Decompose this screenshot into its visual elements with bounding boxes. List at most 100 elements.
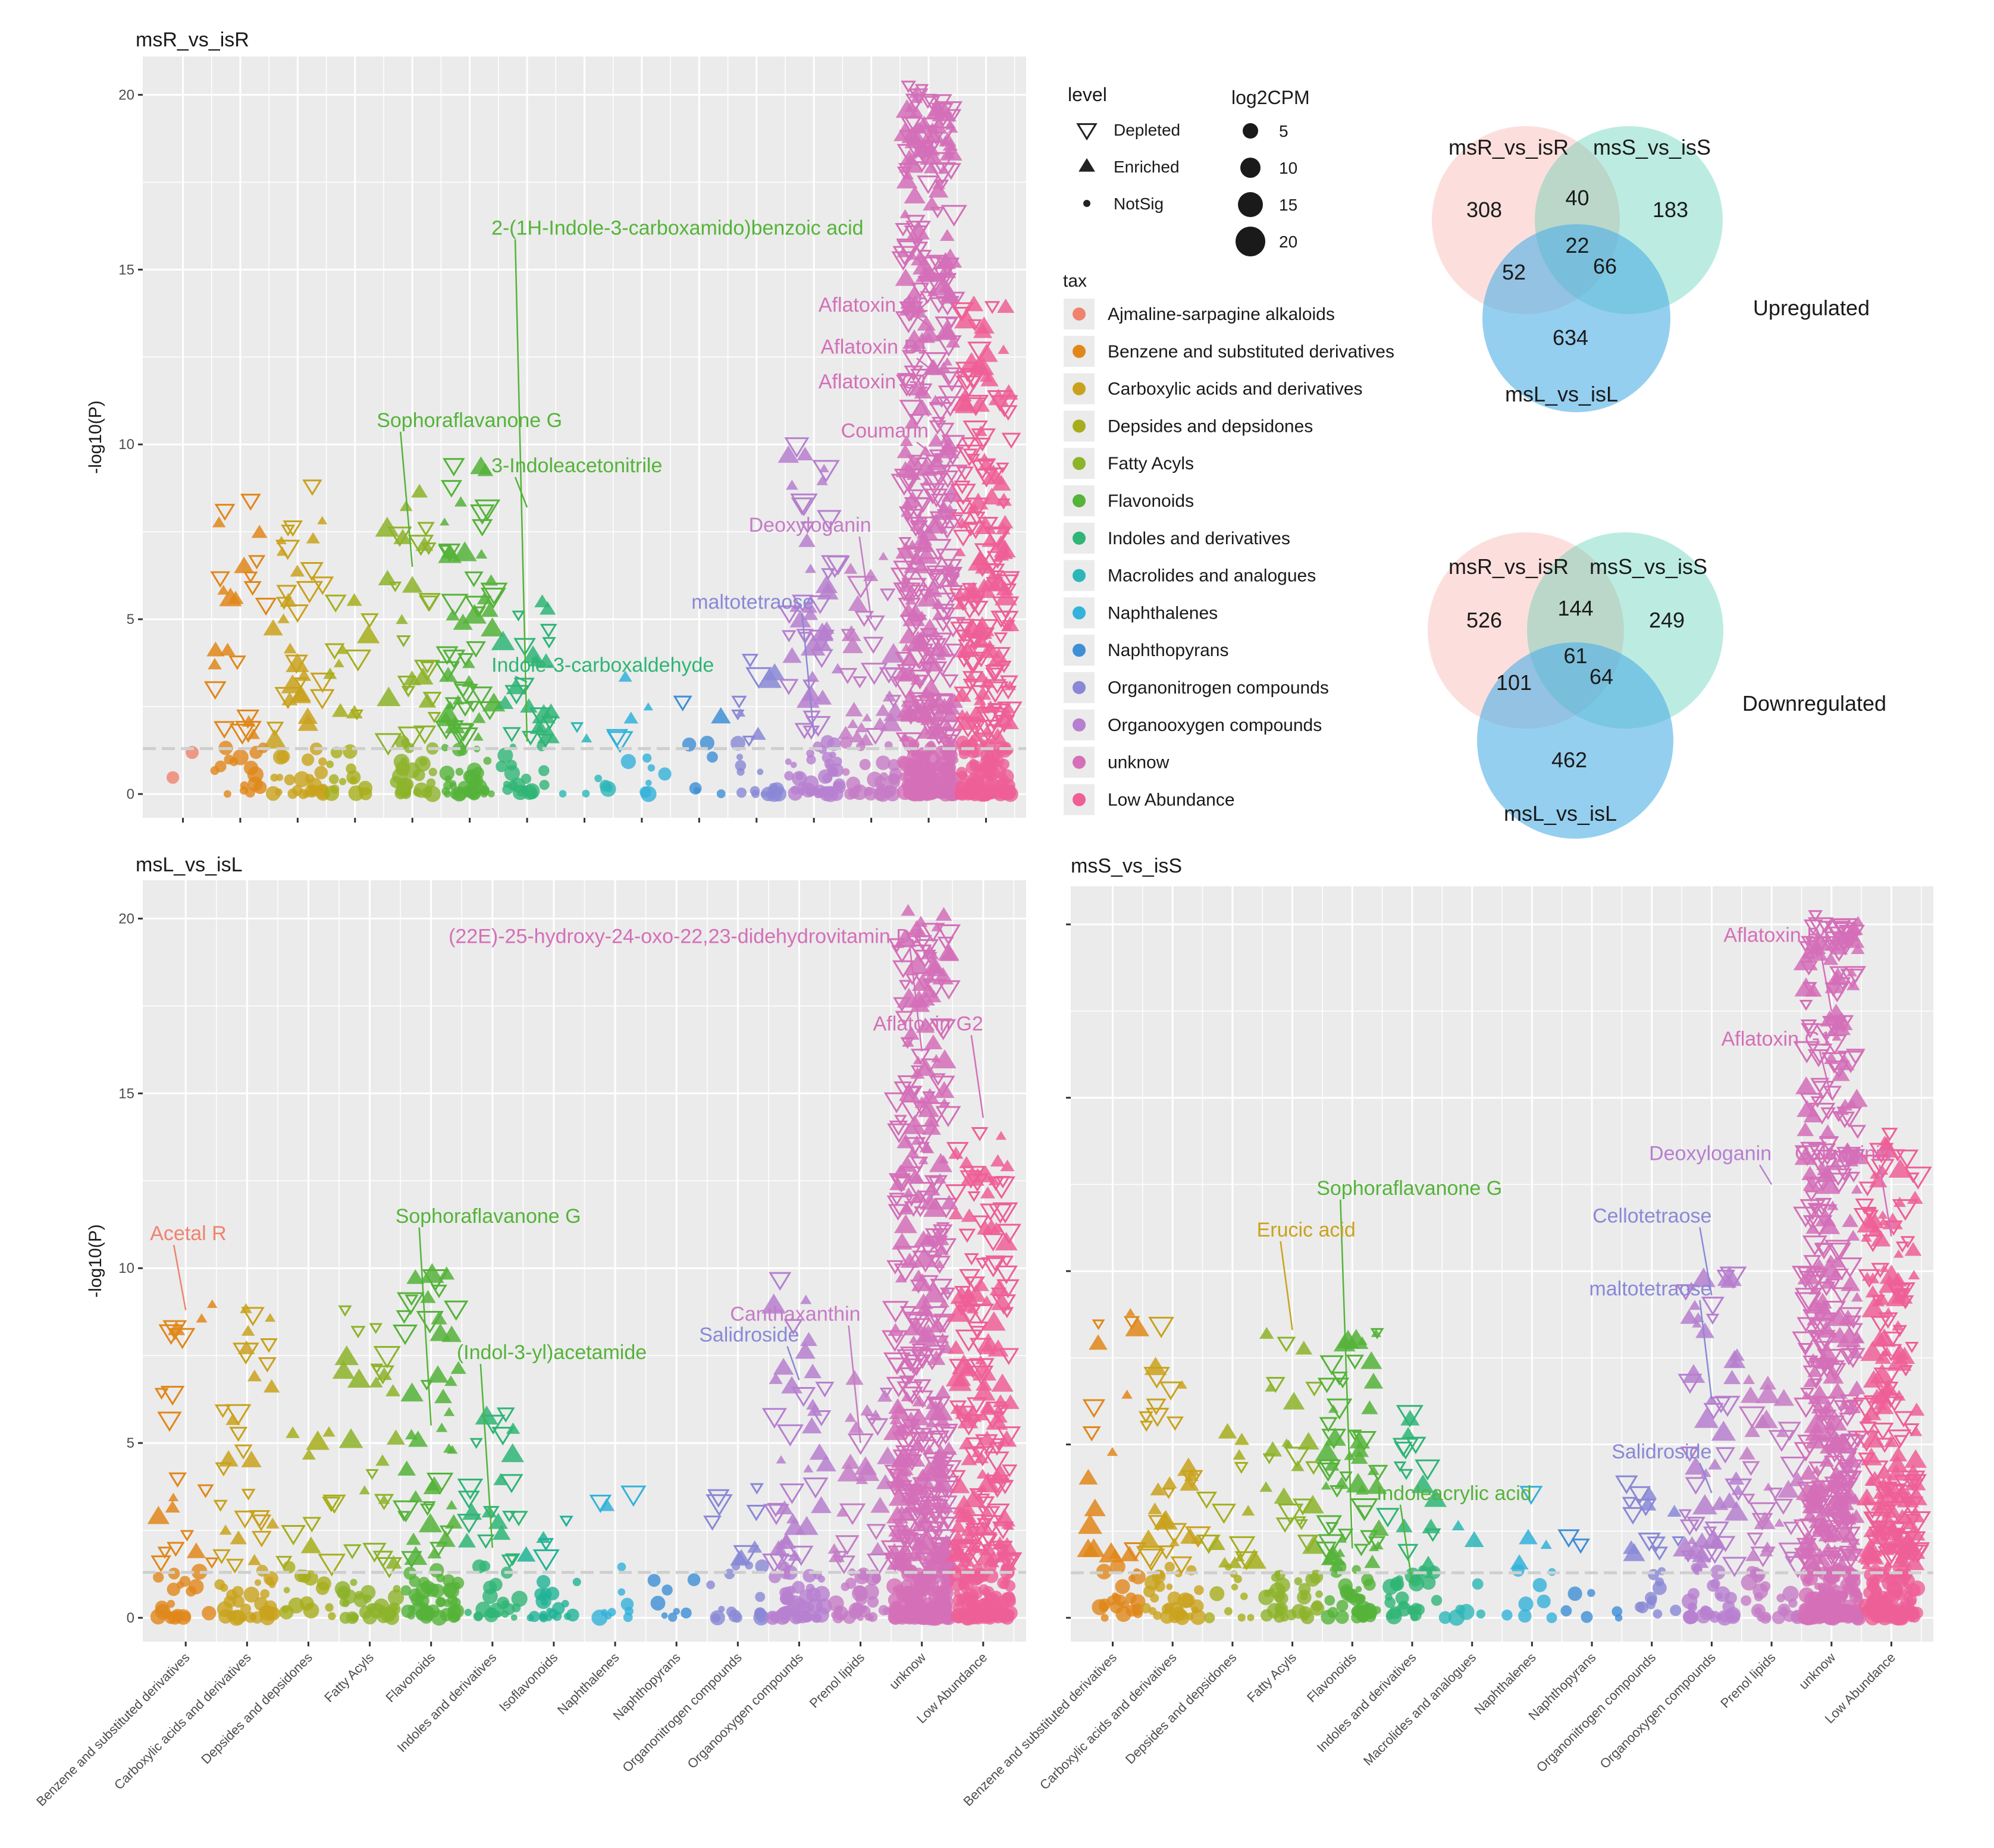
point-depleted	[1325, 1522, 1339, 1533]
point-notsig	[348, 785, 364, 801]
point-enriched	[418, 1513, 443, 1533]
point-notsig	[1128, 1574, 1136, 1582]
point-depleted	[933, 1198, 959, 1219]
point-notsig	[536, 1575, 551, 1589]
point-enriched	[1848, 1509, 1865, 1523]
point-enriched	[776, 1500, 794, 1515]
point-depleted	[1196, 1491, 1218, 1509]
point-depleted	[905, 973, 920, 986]
point-depleted	[901, 1166, 923, 1184]
point-enriched	[1233, 1449, 1246, 1460]
point-depleted	[1397, 1543, 1419, 1561]
point-notsig	[572, 1577, 581, 1586]
point-enriched	[836, 1507, 849, 1517]
point-enriched	[1859, 1413, 1873, 1424]
point-depleted	[422, 1269, 449, 1292]
point-depleted	[988, 1442, 1006, 1456]
point-depleted	[955, 717, 981, 738]
point-notsig	[455, 767, 463, 776]
point-notsig	[1166, 1583, 1173, 1590]
point-enriched	[208, 658, 222, 670]
point-notsig	[167, 1599, 175, 1608]
point-enriched	[1824, 977, 1844, 993]
point-depleted	[952, 529, 974, 547]
point-notsig	[736, 787, 747, 798]
point-depleted	[896, 548, 923, 570]
point-enriched	[927, 1350, 946, 1365]
annotation-leader	[1819, 946, 1833, 1012]
legend-size-icon	[1238, 192, 1263, 217]
point-enriched	[338, 645, 349, 654]
point-notsig	[791, 785, 800, 795]
point-depleted	[867, 1418, 889, 1436]
point-depleted	[1424, 1528, 1441, 1542]
point-depleted	[932, 632, 953, 650]
point-depleted	[241, 1489, 256, 1501]
point-enriched	[781, 1376, 802, 1394]
point-notsig	[487, 790, 495, 798]
venn-count-bc: 66	[1593, 254, 1617, 278]
point-depleted	[296, 581, 324, 604]
annotation-label: Deoxyloganin	[1649, 1143, 1772, 1165]
point-enriched	[1846, 1099, 1858, 1108]
point-notsig	[940, 1580, 951, 1591]
point-depleted	[984, 526, 1010, 548]
legend-size-icon	[1236, 227, 1265, 256]
point-enriched	[935, 1385, 951, 1398]
point-depleted	[570, 722, 584, 733]
point-depleted	[792, 594, 813, 613]
point-depleted	[260, 1338, 278, 1353]
point-enriched	[924, 359, 943, 375]
point-notsig	[287, 788, 298, 799]
point-depleted	[985, 724, 1007, 742]
point-enriched	[1242, 1549, 1266, 1569]
annotation-leader	[418, 1227, 432, 1426]
point-enriched	[960, 1166, 985, 1186]
point-enriched	[1841, 1275, 1861, 1291]
point-enriched	[1295, 1341, 1313, 1355]
point-depleted	[769, 1272, 792, 1291]
point-notsig	[871, 1574, 881, 1584]
point-depleted	[1672, 1536, 1685, 1547]
point-depleted	[324, 594, 347, 613]
point-depleted	[1742, 1494, 1755, 1505]
point-depleted	[879, 588, 896, 602]
point-enriched	[1774, 1518, 1785, 1527]
point-depleted	[167, 1542, 185, 1557]
point-depleted	[924, 694, 940, 707]
x-tick-label: Macrolides and analogues	[1360, 1650, 1479, 1768]
y-tick-label: 5	[127, 1435, 134, 1451]
point-depleted	[1834, 977, 1851, 991]
point-depleted	[1847, 1526, 1861, 1538]
point-depleted	[1180, 1470, 1203, 1489]
point-depleted	[169, 1328, 196, 1350]
point-enriched	[837, 726, 854, 739]
point-notsig	[757, 768, 764, 776]
venn-count-a: 308	[1466, 197, 1502, 222]
point-enriched	[516, 1546, 536, 1562]
point-notsig	[1885, 1574, 1898, 1586]
point-enriched	[972, 1360, 997, 1381]
point-notsig	[431, 1609, 447, 1626]
legend-tax-swatch	[1073, 644, 1086, 657]
y-tick-label: 20	[118, 911, 134, 927]
point-notsig	[315, 1581, 330, 1595]
point-depleted	[921, 923, 945, 943]
point-depleted	[993, 632, 1008, 644]
point-enriched	[1861, 1560, 1872, 1570]
point-enriched	[980, 371, 999, 387]
point-notsig	[785, 758, 792, 765]
point-enriched	[1692, 1546, 1712, 1563]
point-enriched	[491, 630, 515, 651]
point-notsig	[681, 1607, 692, 1619]
legend-tax-label: unknow	[1108, 753, 1170, 773]
annotation-label: Coumarin	[841, 419, 929, 442]
annotation-leader	[916, 357, 929, 368]
annotation-leader	[1879, 1165, 1892, 1237]
point-notsig	[359, 1605, 372, 1619]
y-axis-label: -log10(P)	[86, 1224, 105, 1297]
point-notsig	[687, 1573, 701, 1586]
point-depleted	[1882, 1505, 1896, 1517]
point-enriched	[1838, 1309, 1858, 1325]
